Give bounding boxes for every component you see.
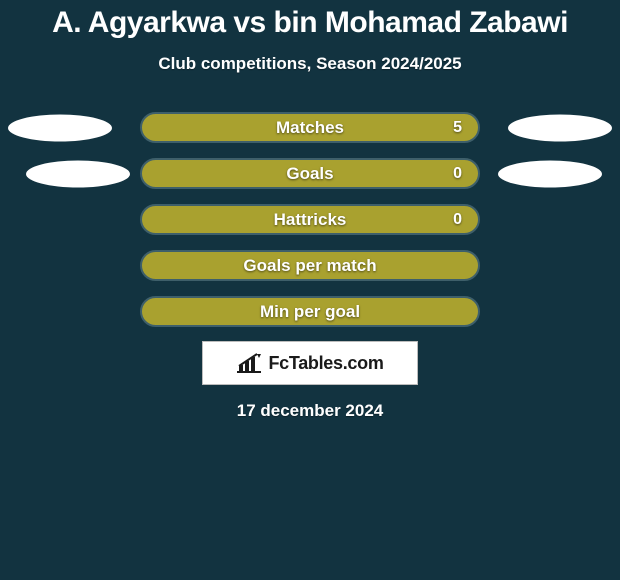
left-ellipse <box>8 114 112 141</box>
stat-row: Matches 5 <box>0 112 620 143</box>
stat-row: Goals 0 <box>0 158 620 189</box>
stat-value: 0 <box>453 211 462 229</box>
stat-bar: Hattricks 0 <box>140 204 480 235</box>
stat-bar: Goals per match <box>140 250 480 281</box>
stat-label: Goals <box>286 164 333 184</box>
stat-value: 0 <box>453 165 462 183</box>
stat-label: Matches <box>276 118 344 138</box>
bars-chart-icon <box>236 353 262 373</box>
right-ellipse <box>498 160 602 187</box>
right-ellipse <box>508 114 612 141</box>
stat-bar: Min per goal <box>140 296 480 327</box>
stat-row: Min per goal <box>0 296 620 327</box>
stat-row: Hattricks 0 <box>0 204 620 235</box>
stat-value: 5 <box>453 119 462 137</box>
stat-bar: Goals 0 <box>140 158 480 189</box>
brand-box: FcTables.com <box>202 341 418 385</box>
brand-text: FcTables.com <box>268 353 383 374</box>
left-ellipse <box>26 160 130 187</box>
page-subtitle: Club competitions, Season 2024/2025 <box>0 54 620 74</box>
date-line: 17 december 2024 <box>0 401 620 421</box>
stat-label: Goals per match <box>243 256 376 276</box>
stat-rows: Matches 5 Goals 0 Hattricks 0 Goals per match M… <box>0 112 620 327</box>
stat-label: Hattricks <box>274 210 347 230</box>
page-title: A. Agyarkwa vs bin Mohamad Zabawi <box>0 0 620 40</box>
comparison-infographic: A. Agyarkwa vs bin Mohamad Zabawi Club c… <box>0 0 620 580</box>
stat-row: Goals per match <box>0 250 620 281</box>
stat-bar: Matches 5 <box>140 112 480 143</box>
stat-label: Min per goal <box>260 302 360 322</box>
